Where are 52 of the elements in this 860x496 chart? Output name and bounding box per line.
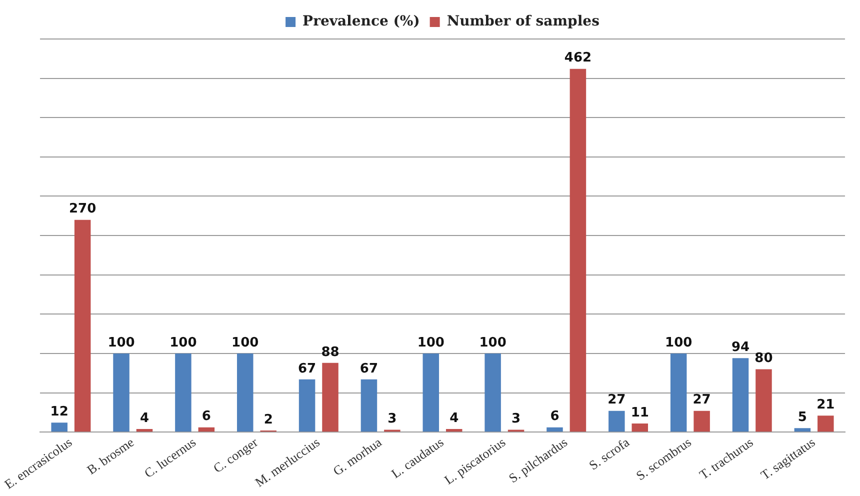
data-label: 11 — [630, 405, 649, 420]
data-label: 100 — [108, 335, 135, 350]
bar — [608, 410, 625, 432]
data-label: 80 — [754, 351, 773, 366]
bar — [51, 422, 68, 432]
bar — [422, 353, 440, 432]
bar — [818, 416, 834, 432]
bar — [74, 220, 91, 432]
data-label: 27 — [692, 392, 711, 408]
data-label: 21 — [816, 397, 835, 412]
data-label: 100 — [170, 335, 197, 350]
data-label: 462 — [564, 50, 592, 66]
bar — [732, 358, 749, 432]
data-label: 100 — [479, 335, 506, 350]
bar — [298, 379, 316, 432]
bar — [446, 428, 462, 432]
bar — [694, 410, 710, 432]
bar — [360, 379, 378, 432]
bar — [794, 428, 811, 432]
data-label: 67 — [298, 361, 316, 376]
bar — [546, 427, 563, 432]
x-tick-label: S. scrofa — [586, 434, 632, 473]
data-label: 4 — [450, 410, 459, 426]
data-label: 94 — [731, 340, 750, 356]
bar — [113, 353, 130, 432]
data-label: 2 — [264, 412, 273, 428]
data-label: 12 — [50, 404, 68, 420]
bar — [484, 353, 501, 432]
data-label: 4 — [140, 410, 150, 426]
bar — [175, 353, 192, 432]
data-label: 270 — [69, 202, 96, 217]
data-label: 3 — [512, 412, 521, 427]
legend-label: Prevalence (%) — [302, 14, 420, 30]
legend-label: Number of samples — [446, 14, 600, 30]
data-label: 88 — [321, 344, 340, 360]
data-label: 67 — [360, 361, 378, 376]
bar — [632, 423, 648, 432]
data-label: 5 — [798, 410, 807, 426]
bar — [322, 362, 338, 432]
bar — [198, 427, 215, 432]
data-label: 100 — [232, 335, 259, 350]
data-label: 3 — [388, 412, 397, 427]
bar — [756, 369, 772, 432]
bar — [570, 68, 586, 432]
data-label: 100 — [665, 335, 692, 350]
data-label: 27 — [608, 392, 626, 408]
data-label: 100 — [417, 335, 444, 350]
data-label: 6 — [202, 409, 211, 424]
bar — [670, 353, 687, 432]
bar — [236, 353, 254, 432]
data-label: 6 — [550, 409, 560, 424]
bar — [136, 428, 153, 432]
